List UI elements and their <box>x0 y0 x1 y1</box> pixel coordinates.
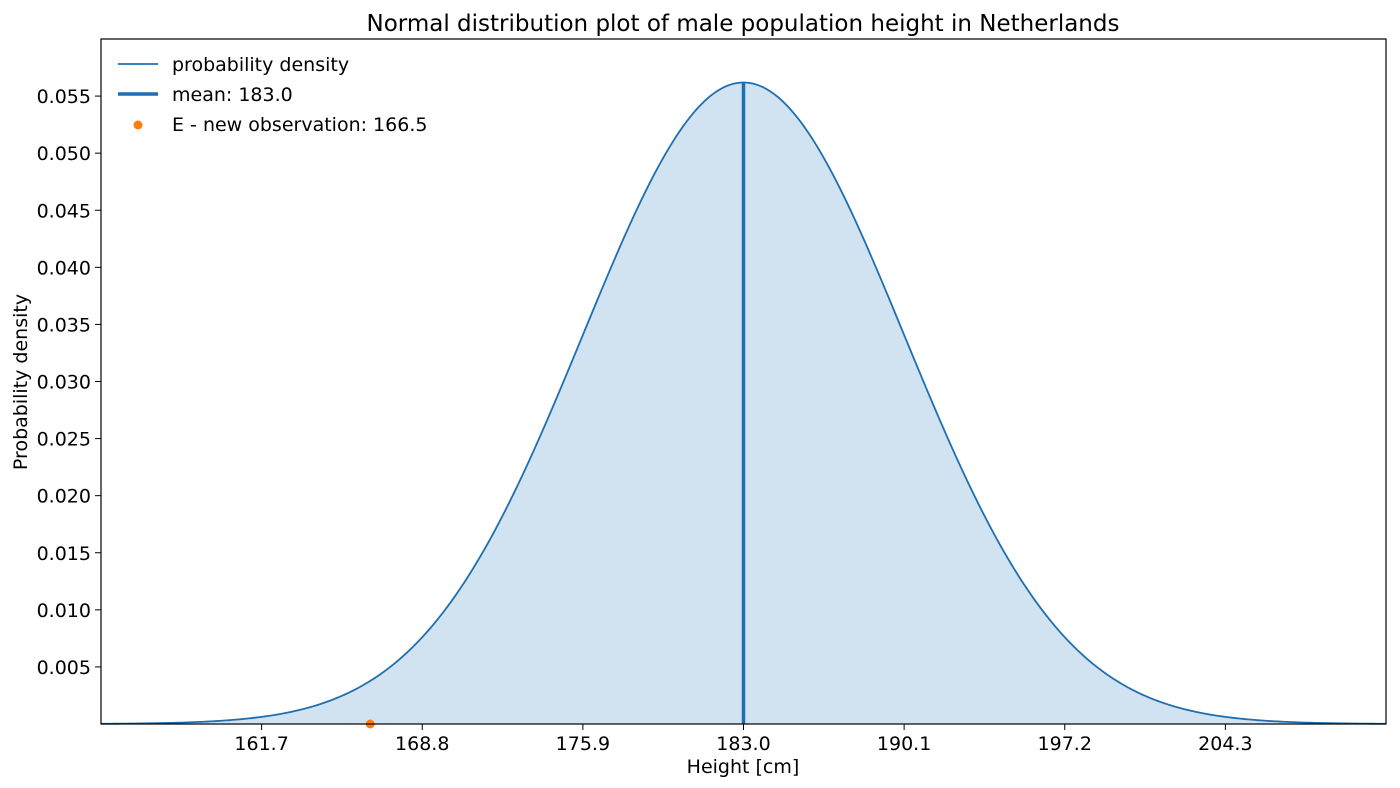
y-tick-label: 0.010 <box>37 600 91 622</box>
y-tick-label: 0.015 <box>37 543 91 565</box>
x-tick-label: 161.7 <box>234 733 288 755</box>
x-axis-ticks: 161.7 168.8 175.9 183.0 190.1 197.2 204.3 <box>234 724 1253 755</box>
legend-label-mean: mean: 183.0 <box>172 84 293 106</box>
y-axis-ticks: 0.005 0.010 0.015 0.020 0.025 0.030 0.035 0.040… <box>37 86 101 679</box>
y-tick-label: 0.005 <box>37 657 91 679</box>
y-tick-label: 0.025 <box>37 429 91 451</box>
y-axis-label: Probability density <box>10 294 32 470</box>
y-tick-label: 0.040 <box>37 257 91 279</box>
x-tick-label: 183.0 <box>716 733 770 755</box>
y-tick-label: 0.035 <box>37 314 91 336</box>
legend-swatch-observation <box>133 120 143 130</box>
y-tick-label: 0.030 <box>37 372 91 394</box>
x-tick-label: 190.1 <box>877 733 931 755</box>
chart-title: Normal distribution plot of male populat… <box>367 11 1120 37</box>
x-tick-label: 204.3 <box>1198 733 1252 755</box>
x-axis-label: Height [cm] <box>687 756 800 778</box>
legend-label-observation: E - new observation: 166.5 <box>172 114 427 136</box>
y-tick-label: 0.020 <box>37 486 91 508</box>
legend-label-curve: probability density <box>172 54 349 76</box>
x-tick-label: 168.8 <box>395 733 449 755</box>
legend: probability density mean: 183.0 E - new … <box>118 54 427 136</box>
y-tick-label: 0.045 <box>37 200 91 222</box>
x-tick-label: 197.2 <box>1038 733 1092 755</box>
x-tick-label: 175.9 <box>556 733 610 755</box>
plot-area <box>100 81 1387 729</box>
y-tick-label: 0.055 <box>37 86 91 108</box>
y-tick-label: 0.050 <box>37 143 91 165</box>
